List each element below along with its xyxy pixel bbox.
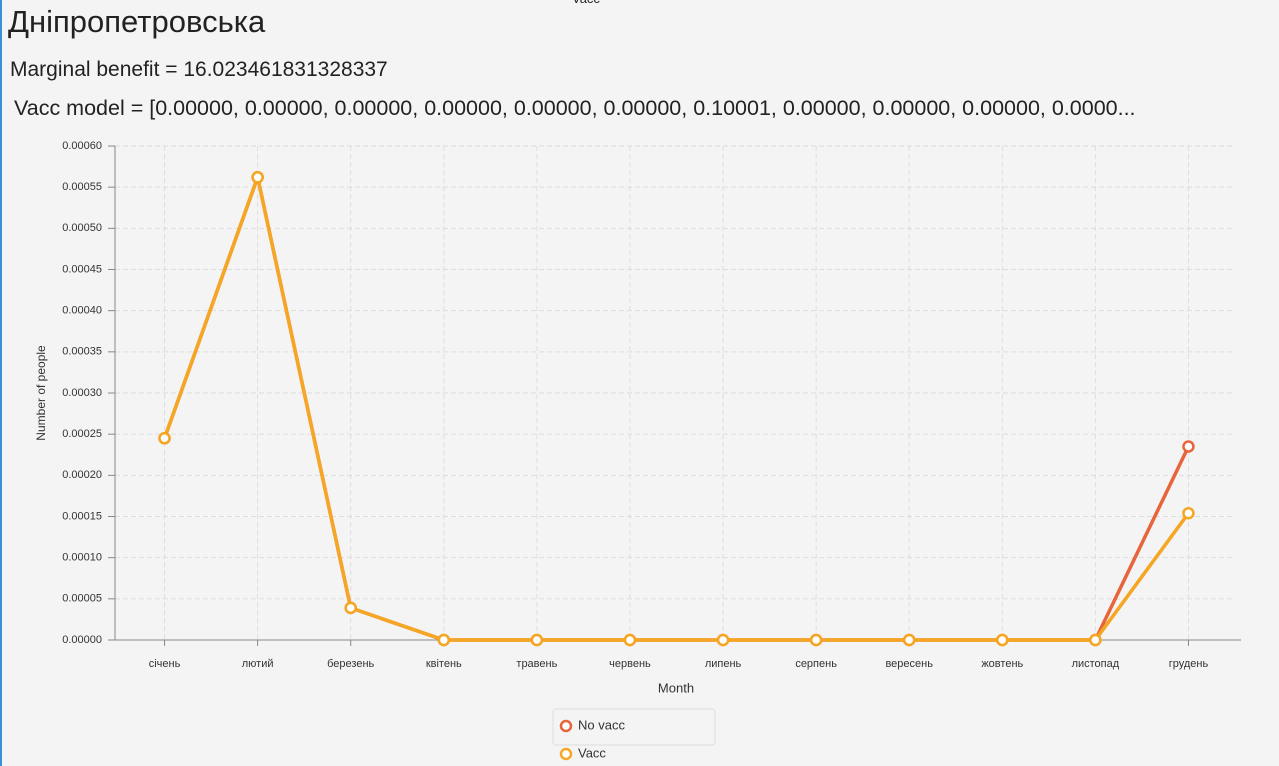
x-tick-label: січень <box>149 658 181 670</box>
y-tick-label: 0.00025 <box>62 428 102 440</box>
region-title: Дніпропетровська <box>8 4 266 39</box>
x-tick-label: травень <box>516 658 557 670</box>
point <box>158 432 171 445</box>
window-edge <box>0 0 2 766</box>
x-tick-label: квітень <box>426 658 462 670</box>
y-tick-label: 0.00035 <box>62 346 102 358</box>
legend-box <box>552 708 716 746</box>
y-tick-label: 0.00055 <box>62 181 102 193</box>
y-tick-label: 0.00045 <box>62 263 102 275</box>
point <box>437 633 451 647</box>
y-tick-label: 0.00050 <box>62 222 102 234</box>
x-axis-label: Month <box>658 680 694 695</box>
x-tick-label: лютий <box>242 658 274 670</box>
series-line <box>162 175 1191 642</box>
point <box>530 633 544 647</box>
point <box>1182 506 1195 520</box>
point <box>996 633 1009 647</box>
point <box>1182 440 1195 453</box>
point <box>902 633 916 647</box>
legend-symbol <box>559 747 573 761</box>
x-tick-label: березень <box>327 658 374 670</box>
y-tick-label: 0.00060 <box>62 140 102 152</box>
y-axis-label: Number of people <box>34 345 48 441</box>
legend-label: Vacc <box>578 745 606 760</box>
point <box>251 171 264 184</box>
legend-fragment: Vacc <box>572 0 600 6</box>
y-tick-label: 0.00020 <box>62 469 102 481</box>
y-tick-label: 0.00005 <box>62 593 102 605</box>
x-tick-label: вересень <box>885 658 933 670</box>
x-tick-label: серпень <box>795 658 837 670</box>
y-tick-label: 0.00010 <box>62 552 102 564</box>
point <box>809 633 823 647</box>
point <box>623 633 637 647</box>
legend-symbol <box>559 719 573 733</box>
y-tick-label: 0.00030 <box>62 387 102 399</box>
x-tick-label: липень <box>705 658 742 670</box>
x-tick-label: жовтень <box>981 658 1023 670</box>
x-tick-label: листопад <box>1072 658 1120 670</box>
series-line <box>162 175 1190 642</box>
point <box>1089 633 1102 647</box>
legend-label: No vacc <box>578 717 625 732</box>
point <box>344 601 357 615</box>
marginal-benefit: Marginal benefit = 16.023461831328337 <box>10 58 388 81</box>
point <box>716 633 730 647</box>
vacc-model: Vacc model = [0.00000, 0.00000, 0.00000,… <box>14 96 1136 120</box>
x-tick-label: червень <box>609 658 651 670</box>
y-tick-label: 0.00000 <box>62 634 102 646</box>
x-tick-label: грудень <box>1169 658 1209 670</box>
y-tick-label: 0.00015 <box>62 510 102 522</box>
y-tick-label: 0.00040 <box>62 305 102 317</box>
